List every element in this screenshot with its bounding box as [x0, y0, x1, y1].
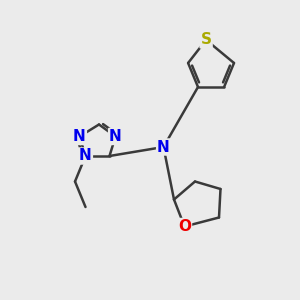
Text: N: N: [79, 148, 92, 164]
Text: N: N: [109, 129, 122, 144]
Text: O: O: [178, 219, 191, 234]
Text: N: N: [157, 140, 170, 154]
Text: S: S: [201, 32, 212, 47]
Text: N: N: [73, 129, 86, 144]
